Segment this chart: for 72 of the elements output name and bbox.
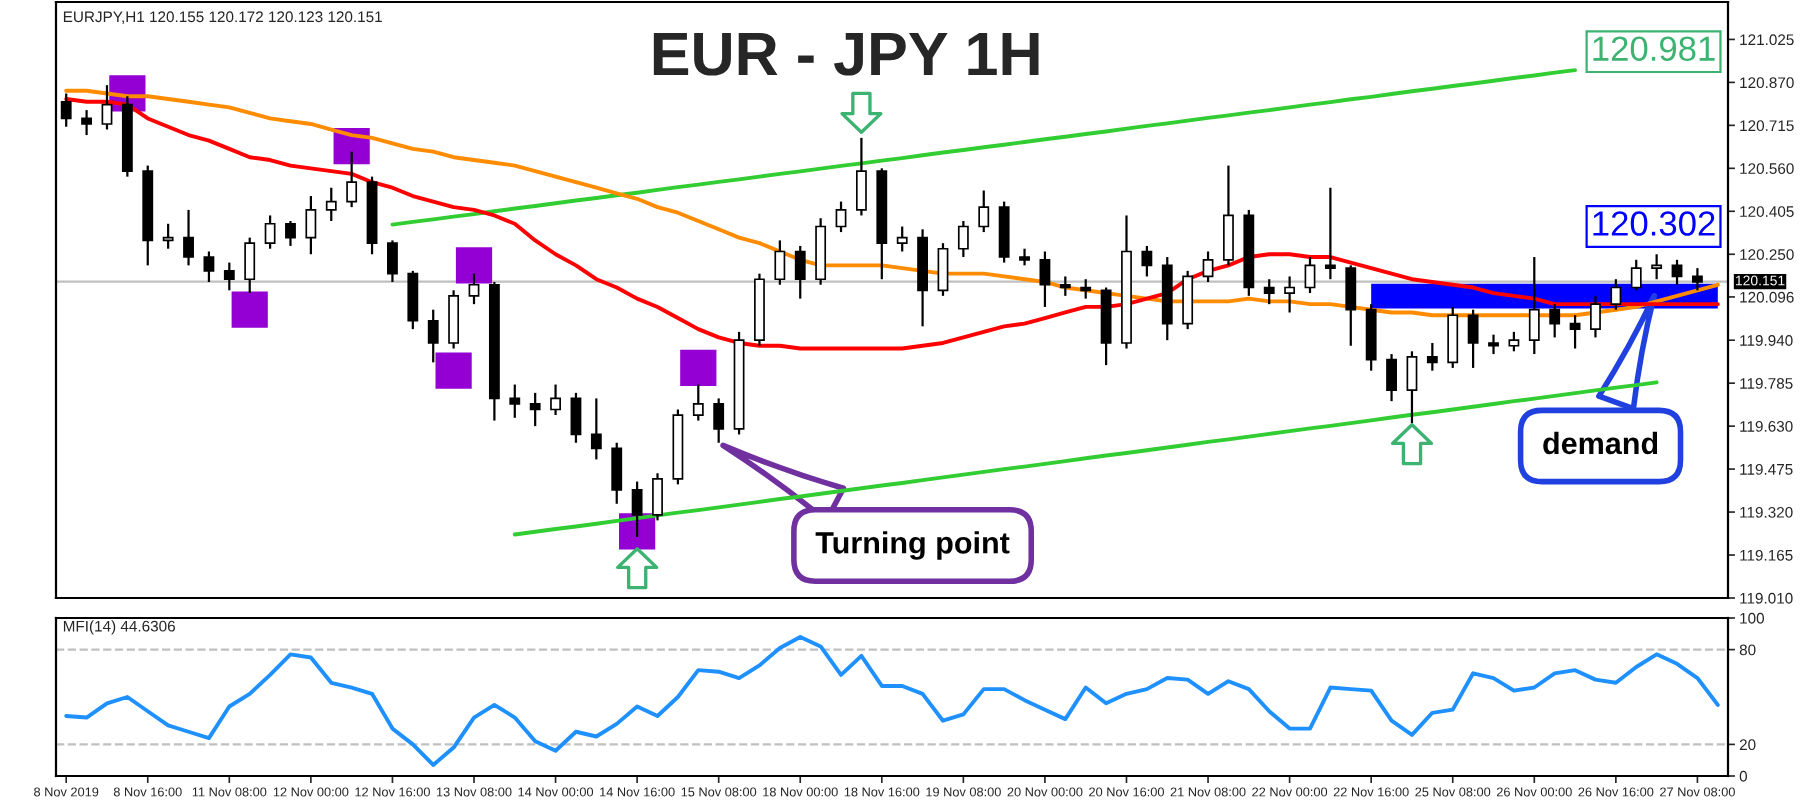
candlestick [1223, 164, 1234, 267]
candlestick [1345, 264, 1357, 347]
candlestick [1508, 330, 1520, 353]
candlestick [1202, 250, 1214, 284]
candlestick [652, 472, 663, 522]
annotation: 120.302 [1593, 211, 1715, 236]
candlestick [387, 239, 398, 284]
candlestick [448, 289, 460, 350]
candlestick [774, 239, 786, 286]
candlestick [1610, 278, 1622, 311]
candlestick [713, 397, 725, 444]
candlestick [1630, 258, 1642, 292]
candlestick [346, 150, 358, 209]
candlestick [1651, 253, 1663, 281]
point [680, 349, 717, 387]
candlestick [305, 194, 317, 256]
candlestick [1691, 267, 1703, 292]
candlestick [244, 236, 256, 295]
annotation: Turning point [815, 531, 1010, 560]
candlestick [529, 391, 541, 428]
annotation: 120.981 [1593, 36, 1715, 61]
point [231, 291, 268, 328]
candlestick [1447, 305, 1459, 370]
candlestick [896, 225, 908, 253]
candlestick [1284, 275, 1296, 314]
candlestick [631, 480, 643, 539]
candlestick [509, 383, 521, 419]
candlestick [978, 189, 990, 234]
candlestick [1386, 352, 1397, 403]
candlestick [1141, 244, 1153, 278]
candlestick [407, 269, 419, 331]
candlestick [570, 391, 582, 444]
candlestick [1304, 255, 1316, 295]
candlestick [550, 383, 561, 417]
candlestick [1263, 278, 1275, 306]
candlestick [101, 84, 113, 131]
candlestick [1039, 250, 1051, 309]
candlestick [203, 250, 215, 284]
candlestick [427, 308, 439, 364]
candlestick [1426, 341, 1438, 372]
candlestick [81, 109, 93, 137]
line-series [64, 635, 1720, 767]
chart-title: EUR - JPY 1H [653, 32, 1039, 76]
candlestick [183, 208, 194, 267]
candlestick [1569, 314, 1581, 350]
candlestick [1528, 255, 1540, 356]
candlestick [468, 272, 480, 306]
candlestick [223, 261, 235, 292]
candlestick [1488, 333, 1499, 356]
candlestick [835, 200, 847, 234]
candlestick [60, 92, 72, 128]
candlestick [855, 136, 867, 217]
candlestick [794, 244, 806, 300]
candlestick [611, 441, 623, 505]
candlestick [957, 219, 969, 259]
candlestick [1590, 294, 1601, 339]
candlestick [1549, 303, 1561, 339]
point [455, 247, 493, 284]
candlestick [325, 186, 337, 223]
candlestick [1059, 275, 1071, 297]
candlestick [1324, 186, 1336, 281]
candlestick [590, 397, 602, 461]
candlestick [1467, 308, 1479, 370]
candlestick [1182, 269, 1194, 331]
candlestick [285, 219, 296, 248]
candlestick [162, 222, 174, 250]
point [435, 352, 472, 389]
candlestick [1080, 278, 1092, 300]
candlestick [937, 242, 949, 297]
candlestick [264, 214, 276, 250]
candlestick [692, 383, 704, 422]
annotation: demand [1543, 431, 1658, 455]
